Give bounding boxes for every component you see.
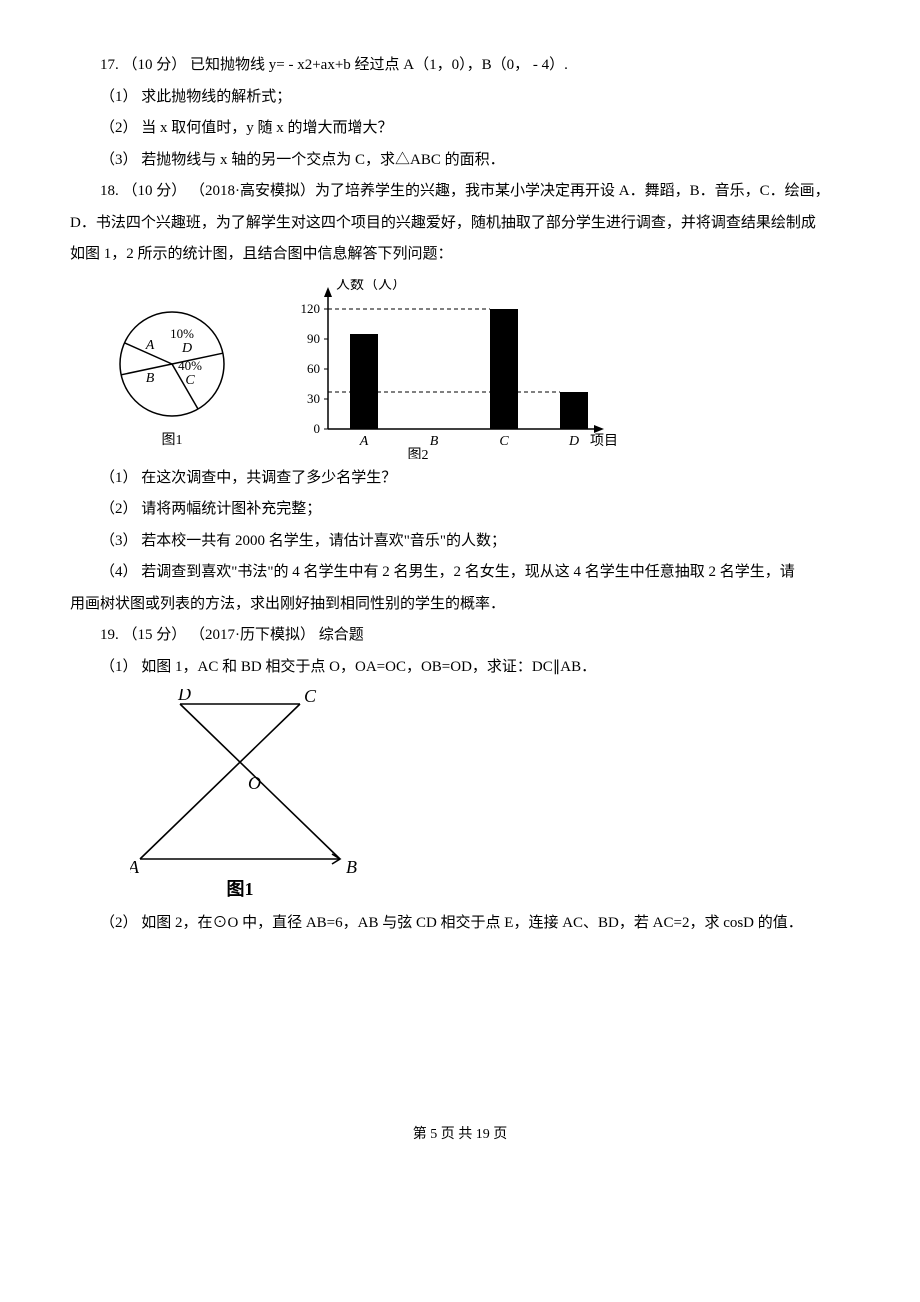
svg-text:D: D [568, 434, 579, 449]
svg-text:40%: 40% [178, 358, 202, 373]
q19-figure1: D C A B O 图1 [130, 689, 850, 904]
q18-p4b: 用画树状图或列表的方法，求出刚好抽到相同性别的学生的概率． [70, 589, 850, 621]
pie-chart: A B C40% D10% 图1 [100, 284, 250, 459]
svg-text:A: A [130, 857, 140, 877]
footer-mid: 页 共 [437, 1127, 476, 1142]
svg-text:图2: 图2 [408, 448, 429, 459]
svg-text:120: 120 [301, 301, 321, 316]
q18-head: 18. （10 分） （2018·高安模拟）为了培养学生的兴趣，我市某小学决定再… [70, 176, 850, 208]
q18-figures: ABC40%D10%图1 0306090120ABCD人数（人）项目图2 [100, 279, 850, 459]
bar-chart: 0 30 60 90 120 A B C D 人数（人） 项目图2 [280, 279, 620, 459]
svg-text:B: B [346, 857, 357, 877]
q18-p4: （4） 若调查到喜欢"书法"的 4 名学生中有 2 名男生，2 名女生，现从这 … [70, 557, 850, 589]
svg-text:D: D [177, 689, 191, 704]
q18-line3: 如图 1，2 所示的统计图，且结合图中信息解答下列问题： [70, 239, 850, 271]
svg-text:90: 90 [307, 331, 320, 346]
q18-p2: （2） 请将两幅统计图补充完整； [70, 494, 850, 526]
svg-text:项目: 项目 [590, 434, 618, 449]
svg-text:图1: 图1 [227, 879, 254, 899]
svg-text:O: O [248, 773, 261, 793]
svg-text:0: 0 [314, 421, 321, 436]
svg-text:C: C [185, 373, 195, 388]
svg-text:A: A [145, 338, 155, 353]
svg-text:A: A [359, 434, 369, 449]
page-footer: 第 5 页 共 19 页 [70, 1120, 850, 1149]
footer-suffix: 页 [490, 1127, 508, 1142]
triangle-diagram: D C A B O 图1 [130, 689, 360, 904]
svg-text:B: B [430, 434, 439, 449]
q19-p1: （1） 如图 1，AC 和 BD 相交于点 O，OA=OC，OB=OD，求证：D… [70, 652, 850, 684]
svg-text:B: B [146, 371, 155, 386]
svg-text:30: 30 [307, 391, 320, 406]
q17-head: 17. （10 分） 已知抛物线 y= - x2+ax+b 经过点 A（1，0）… [70, 50, 850, 82]
svg-text:图1: 图1 [162, 433, 183, 448]
footer-total: 19 [476, 1127, 490, 1142]
svg-text:C: C [304, 689, 317, 706]
svg-text:C: C [499, 434, 509, 449]
q17-p1: （1） 求此抛物线的解析式； [70, 82, 850, 114]
q18-p1: （1） 在这次调查中，共调查了多少名学生？ [70, 463, 850, 495]
footer-prefix: 第 [413, 1127, 431, 1142]
q17-p2: （2） 当 x 取何值时，y 随 x 的增大而增大？ [70, 113, 850, 145]
svg-text:人数（人）: 人数（人） [336, 279, 406, 293]
q17-p3: （3） 若抛物线与 x 轴的另一个交点为 C，求△ABC 的面积． [70, 145, 850, 177]
q19-p2: （2） 如图 2，在⊙O 中，直径 AB=6，AB 与弦 CD 相交于点 E，连… [70, 908, 850, 940]
svg-text:60: 60 [307, 361, 320, 376]
q18-p3: （3） 若本校一共有 2000 名学生，请估计喜欢"音乐"的人数； [70, 526, 850, 558]
q19-head: 19. （15 分） （2017·历下模拟） 综合题 [70, 620, 850, 652]
q18-line2: D．书法四个兴趣班，为了解学生对这四个项目的兴趣爱好，随机抽取了部分学生进行调查… [70, 208, 850, 240]
svg-text:D: D [181, 341, 192, 356]
svg-text:10%: 10% [170, 326, 194, 341]
